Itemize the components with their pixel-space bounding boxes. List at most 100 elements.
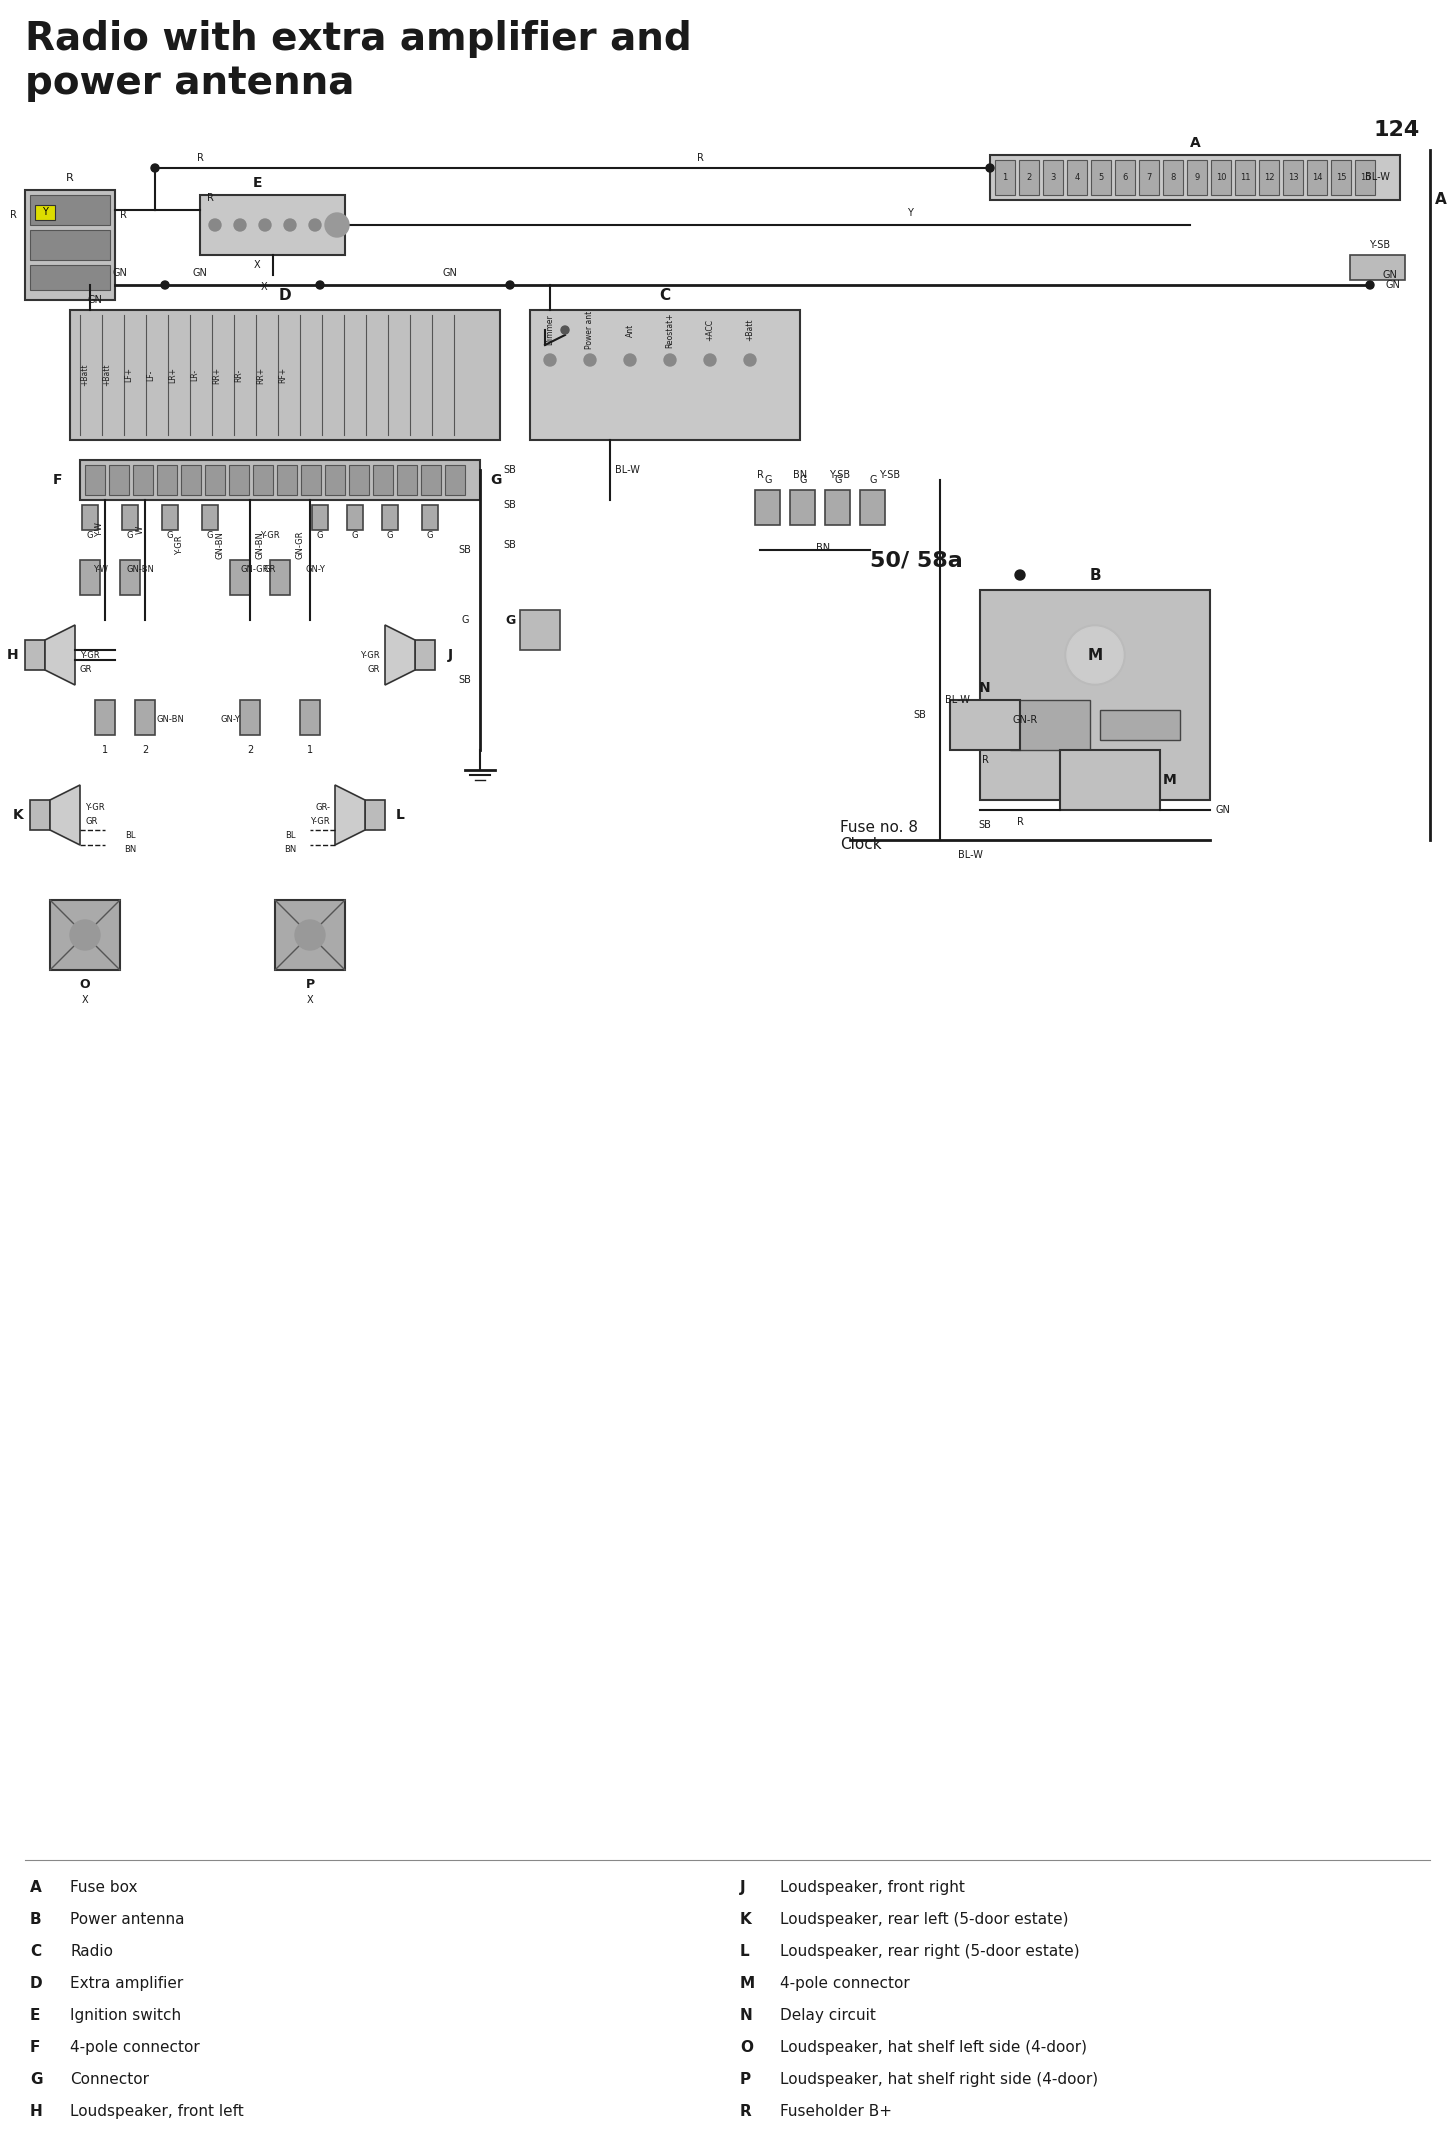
Text: H: H bbox=[31, 2103, 42, 2118]
Text: 9: 9 bbox=[1194, 173, 1200, 181]
Text: Y-SB: Y-SB bbox=[830, 469, 850, 480]
Text: BL-W: BL-W bbox=[958, 849, 982, 860]
Text: Loudspeaker, rear left (5-door estate): Loudspeaker, rear left (5-door estate) bbox=[780, 1911, 1068, 1926]
Circle shape bbox=[209, 220, 221, 230]
Text: Y-GR: Y-GR bbox=[360, 651, 381, 659]
Text: O: O bbox=[740, 2039, 753, 2054]
Text: G: G bbox=[490, 474, 501, 486]
Text: R: R bbox=[206, 192, 214, 203]
Text: +Batt: +Batt bbox=[745, 318, 754, 341]
Bar bbox=[80, 461, 479, 499]
Text: Dimmer: Dimmer bbox=[545, 316, 555, 346]
Circle shape bbox=[561, 326, 570, 335]
Bar bbox=[1187, 160, 1207, 194]
Text: G: G bbox=[206, 531, 214, 540]
Text: BN: BN bbox=[124, 845, 137, 855]
Polygon shape bbox=[336, 785, 365, 845]
Bar bbox=[756, 491, 780, 525]
Text: X: X bbox=[262, 282, 267, 292]
Text: GN-GR: GN-GR bbox=[241, 565, 269, 574]
Text: F: F bbox=[52, 474, 62, 486]
Text: GN: GN bbox=[1215, 804, 1229, 815]
Text: SB: SB bbox=[978, 819, 991, 830]
Text: G: G bbox=[31, 2071, 42, 2086]
Polygon shape bbox=[45, 625, 76, 685]
Text: G: G bbox=[869, 476, 876, 484]
Circle shape bbox=[259, 220, 272, 230]
Bar bbox=[979, 591, 1210, 800]
Bar bbox=[950, 700, 1020, 751]
Circle shape bbox=[1067, 627, 1123, 683]
Bar bbox=[1356, 160, 1375, 194]
Text: RR-: RR- bbox=[234, 369, 244, 382]
Circle shape bbox=[664, 354, 676, 367]
Text: L: L bbox=[740, 1943, 750, 1958]
Text: 50/ 58a: 50/ 58a bbox=[870, 550, 963, 570]
Text: GN-Y: GN-Y bbox=[219, 715, 240, 725]
Bar bbox=[520, 610, 559, 651]
Text: 13: 13 bbox=[1287, 173, 1299, 181]
Text: 2: 2 bbox=[247, 744, 253, 755]
Text: GN-Y: GN-Y bbox=[305, 565, 325, 574]
Circle shape bbox=[987, 164, 994, 173]
Bar bbox=[240, 700, 260, 736]
Bar bbox=[347, 506, 363, 529]
Text: D: D bbox=[31, 1975, 42, 1990]
Text: Y-GR: Y-GR bbox=[311, 817, 330, 825]
Text: R: R bbox=[10, 209, 17, 220]
Circle shape bbox=[151, 164, 158, 173]
Text: G: G bbox=[317, 531, 323, 540]
Text: SB: SB bbox=[504, 465, 516, 476]
Text: X: X bbox=[254, 260, 260, 271]
Text: C: C bbox=[660, 288, 671, 303]
Circle shape bbox=[1065, 625, 1125, 685]
Text: A: A bbox=[31, 1879, 42, 1894]
Text: 16: 16 bbox=[1360, 173, 1370, 181]
Circle shape bbox=[234, 220, 246, 230]
Circle shape bbox=[744, 354, 756, 367]
Bar bbox=[25, 640, 45, 670]
Text: LF+: LF+ bbox=[125, 367, 134, 382]
Text: Power antenna: Power antenna bbox=[70, 1911, 185, 1926]
Bar bbox=[1061, 751, 1159, 811]
Text: 2: 2 bbox=[142, 744, 148, 755]
Text: N: N bbox=[740, 2007, 753, 2022]
Text: B: B bbox=[31, 1911, 42, 1926]
Text: LR-: LR- bbox=[190, 369, 199, 382]
Bar bbox=[1162, 160, 1183, 194]
Text: 1: 1 bbox=[1003, 173, 1007, 181]
Circle shape bbox=[325, 213, 349, 237]
Bar bbox=[275, 900, 344, 971]
Text: R: R bbox=[1017, 817, 1023, 828]
Text: G: G bbox=[87, 531, 93, 540]
Text: +Batt: +Batt bbox=[80, 365, 90, 386]
Bar bbox=[445, 465, 465, 495]
Bar bbox=[1043, 160, 1064, 194]
Text: Power ant: Power ant bbox=[586, 311, 594, 350]
Circle shape bbox=[1016, 570, 1024, 580]
Text: Radio with extra amplifier and
power antenna: Radio with extra amplifier and power ant… bbox=[25, 19, 692, 102]
Text: L: L bbox=[395, 808, 404, 821]
Text: E: E bbox=[253, 177, 262, 190]
Text: GR: GR bbox=[264, 565, 276, 574]
Text: Y-GR: Y-GR bbox=[176, 535, 185, 555]
Text: SB: SB bbox=[504, 540, 516, 550]
Text: X: X bbox=[81, 994, 89, 1005]
Text: W: W bbox=[135, 527, 144, 533]
Text: GN: GN bbox=[112, 269, 128, 277]
Text: +ACC: +ACC bbox=[706, 320, 715, 341]
Text: 1: 1 bbox=[307, 744, 312, 755]
Text: H: H bbox=[7, 648, 19, 661]
Circle shape bbox=[309, 220, 321, 230]
Text: GN-BN: GN-BN bbox=[126, 565, 154, 574]
Text: Radio: Radio bbox=[70, 1943, 113, 1958]
Text: P: P bbox=[740, 2071, 751, 2086]
Bar bbox=[81, 506, 97, 529]
Bar bbox=[421, 465, 442, 495]
Text: G: G bbox=[764, 476, 772, 484]
Bar bbox=[416, 640, 434, 670]
Text: G: G bbox=[167, 531, 173, 540]
Bar bbox=[1010, 700, 1090, 751]
Text: Fuse box: Fuse box bbox=[70, 1879, 138, 1894]
Text: Y-GR: Y-GR bbox=[80, 651, 100, 659]
